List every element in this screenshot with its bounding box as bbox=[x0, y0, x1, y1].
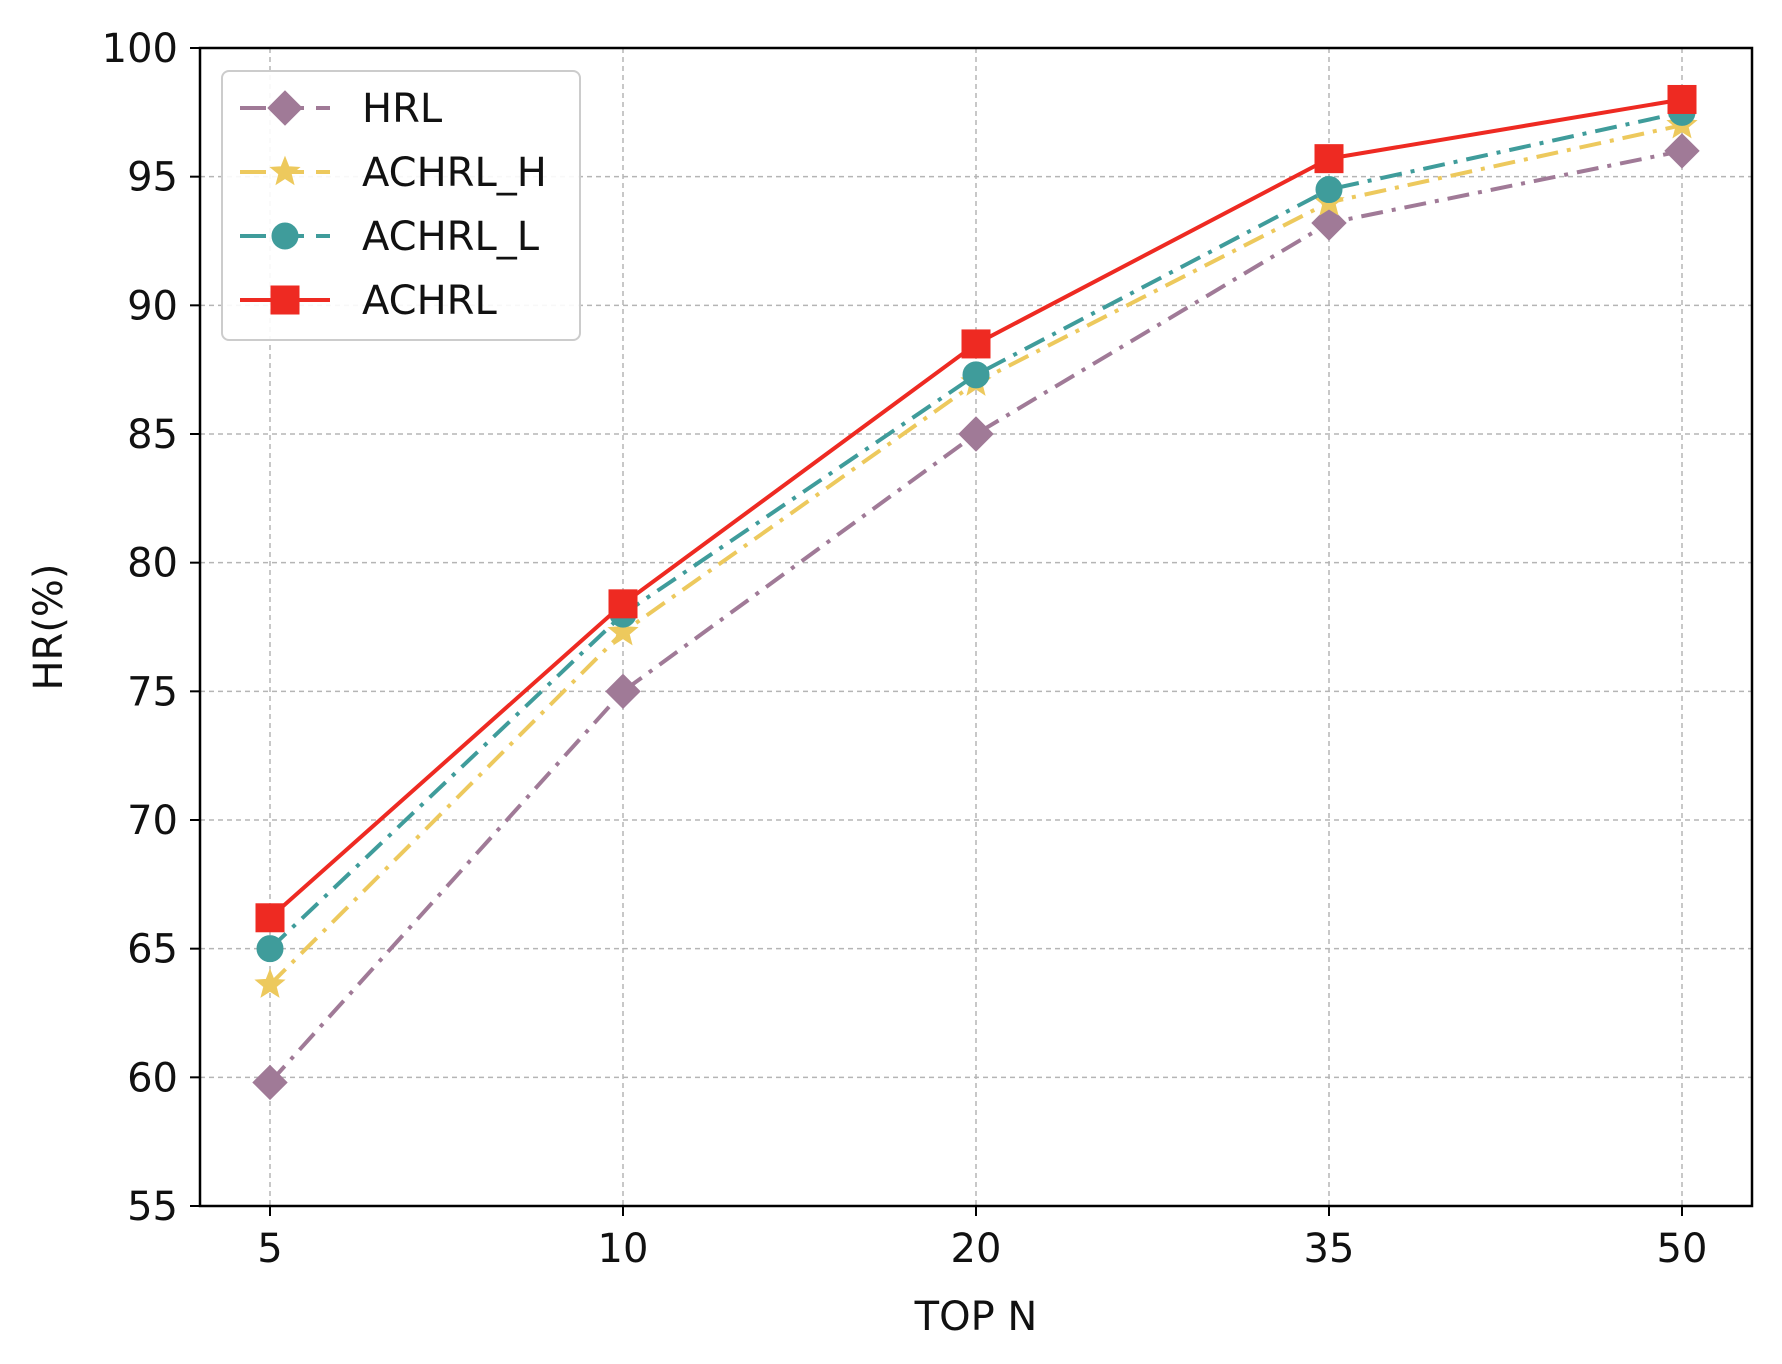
y-axis-label: HR(%) bbox=[26, 563, 72, 690]
y-axis-ticks: 55 60 65 70 75 80 85 90 95 100 bbox=[102, 26, 200, 1230]
y-tick-label: 80 bbox=[127, 541, 178, 587]
y-tick-label: 95 bbox=[127, 155, 178, 201]
x-tick-label: 10 bbox=[598, 1226, 649, 1272]
series-achrl bbox=[255, 84, 1697, 933]
data-point-hrl bbox=[1311, 205, 1347, 241]
legend-entry-achrl-h: ACHRL_H bbox=[240, 150, 547, 196]
legend: HRL ACHRL_H ACHRL_L ACHRL bbox=[221, 70, 581, 341]
data-point-achrl bbox=[961, 329, 991, 359]
y-tick-label: 85 bbox=[127, 412, 178, 458]
legend-label-achrl-l: ACHRL_L bbox=[362, 214, 540, 260]
legend-marker-achrl-l bbox=[271, 222, 299, 250]
x-tick-label: 50 bbox=[1657, 1226, 1708, 1272]
y-tick-label: 55 bbox=[127, 1184, 178, 1230]
legend-marker-hrl bbox=[267, 90, 303, 126]
data-point-achrl bbox=[608, 589, 638, 619]
legend-label-achrl-h: ACHRL_H bbox=[362, 150, 547, 196]
x-axis-ticks: 5 10 20 35 50 bbox=[257, 1206, 1707, 1272]
legend-label-hrl: HRL bbox=[362, 86, 443, 132]
legend-marker-achrl bbox=[270, 285, 300, 315]
legend-entry-hrl: HRL bbox=[240, 86, 443, 132]
legend-box bbox=[221, 70, 581, 341]
x-tick-label: 5 bbox=[257, 1226, 282, 1272]
data-point-hrl bbox=[252, 1064, 288, 1101]
legend-entry-achrl-l: ACHRL_L bbox=[240, 214, 540, 260]
x-tick-label: 35 bbox=[1304, 1226, 1355, 1272]
y-tick-label: 65 bbox=[127, 927, 178, 973]
data-point-achrl-h bbox=[254, 968, 286, 998]
data-point-achrl-h bbox=[607, 615, 639, 646]
data-point-achrl bbox=[1667, 84, 1697, 114]
y-tick-label: 70 bbox=[127, 798, 178, 844]
data-point-achrl bbox=[1314, 144, 1344, 174]
data-point-achrl bbox=[255, 903, 285, 933]
y-tick-label: 100 bbox=[102, 26, 178, 72]
data-point-achrl-l bbox=[256, 935, 284, 963]
data-point-hrl bbox=[1664, 133, 1700, 169]
y-tick-label: 90 bbox=[127, 283, 178, 329]
y-tick-label: 60 bbox=[127, 1055, 178, 1101]
data-point-achrl-l bbox=[962, 361, 990, 389]
data-point-hrl bbox=[958, 416, 994, 452]
series-layer bbox=[252, 84, 1700, 1101]
x-tick-label: 20 bbox=[951, 1226, 1002, 1272]
x-axis-label: TOP N bbox=[914, 1294, 1038, 1340]
legend-marker-achrl-h bbox=[269, 155, 301, 186]
data-point-hrl bbox=[605, 673, 641, 710]
y-tick-label: 75 bbox=[127, 669, 178, 715]
data-point-achrl-l bbox=[1315, 176, 1343, 204]
legend-label-achrl: ACHRL bbox=[362, 278, 497, 324]
legend-entry-achrl: ACHRL bbox=[240, 278, 497, 324]
